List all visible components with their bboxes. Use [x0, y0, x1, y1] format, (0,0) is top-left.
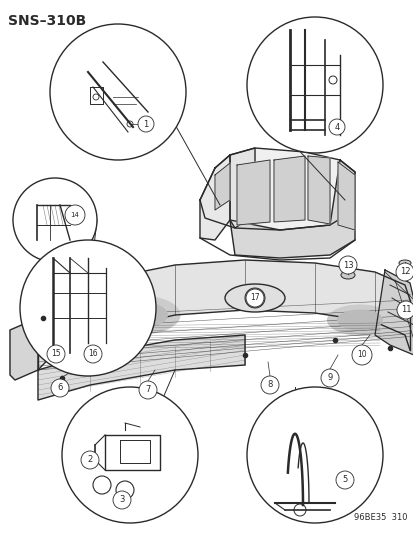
Circle shape: [13, 178, 97, 262]
Text: 9: 9: [327, 374, 332, 383]
Circle shape: [139, 381, 157, 399]
Ellipse shape: [327, 305, 392, 335]
Polygon shape: [199, 155, 230, 240]
Circle shape: [20, 240, 156, 376]
Circle shape: [320, 369, 338, 387]
Circle shape: [81, 451, 99, 469]
Polygon shape: [236, 160, 269, 225]
Text: SNS–310B: SNS–310B: [8, 14, 86, 28]
Polygon shape: [38, 295, 75, 340]
Text: 5: 5: [342, 475, 347, 484]
Circle shape: [244, 288, 264, 308]
Circle shape: [113, 491, 131, 509]
Polygon shape: [337, 162, 354, 230]
Circle shape: [245, 289, 263, 307]
Circle shape: [47, 345, 65, 363]
Polygon shape: [374, 270, 413, 355]
Text: 8: 8: [267, 381, 272, 390]
Ellipse shape: [337, 310, 382, 330]
Text: 14: 14: [70, 212, 79, 218]
Ellipse shape: [224, 284, 284, 312]
Circle shape: [395, 263, 413, 281]
Circle shape: [351, 345, 371, 365]
Text: 6: 6: [57, 384, 62, 392]
Circle shape: [247, 17, 382, 153]
Text: 96BE35  310: 96BE35 310: [354, 513, 407, 522]
Polygon shape: [38, 260, 409, 370]
Ellipse shape: [100, 296, 180, 334]
Circle shape: [84, 345, 102, 363]
Text: 4: 4: [334, 123, 339, 132]
Polygon shape: [273, 156, 304, 222]
Polygon shape: [10, 318, 38, 380]
Circle shape: [328, 119, 344, 135]
Circle shape: [138, 116, 154, 132]
Polygon shape: [38, 335, 244, 400]
Polygon shape: [307, 156, 329, 224]
Polygon shape: [214, 163, 230, 210]
Text: 16: 16: [88, 350, 97, 359]
Circle shape: [335, 471, 353, 489]
Ellipse shape: [112, 302, 167, 328]
Text: 1: 1: [143, 119, 148, 128]
Polygon shape: [230, 160, 354, 258]
Circle shape: [247, 387, 382, 523]
Text: 12: 12: [399, 268, 409, 277]
Circle shape: [51, 379, 69, 397]
Circle shape: [50, 24, 185, 160]
Text: 11: 11: [400, 305, 410, 314]
Ellipse shape: [398, 260, 410, 266]
Circle shape: [338, 256, 356, 274]
Text: 7: 7: [145, 385, 150, 394]
Circle shape: [260, 376, 278, 394]
Text: 13: 13: [342, 261, 352, 270]
Polygon shape: [230, 148, 254, 228]
Text: 2: 2: [87, 456, 93, 464]
Text: 3: 3: [119, 496, 124, 505]
Text: 10: 10: [356, 351, 366, 359]
Circle shape: [396, 301, 413, 319]
Circle shape: [62, 387, 197, 523]
Circle shape: [65, 205, 85, 225]
Ellipse shape: [340, 271, 354, 279]
Text: 15: 15: [51, 350, 61, 359]
Text: 17: 17: [249, 294, 259, 303]
Polygon shape: [199, 148, 354, 230]
